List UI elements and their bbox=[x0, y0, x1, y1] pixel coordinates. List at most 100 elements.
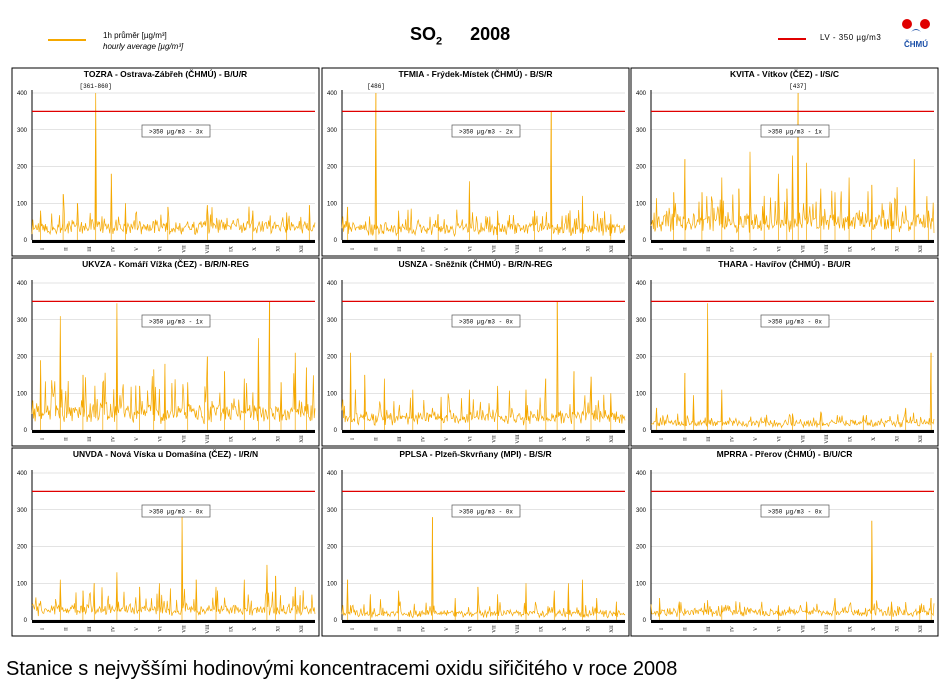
month-tick-label: V bbox=[134, 247, 140, 251]
y-tick-label: 100 bbox=[636, 201, 647, 207]
month-tick-label: IV bbox=[730, 436, 736, 442]
station-chart: TOZRA - Ostrava-Zábřeh (ČHMÚ) - B/U/R 0 10… bbox=[11, 67, 320, 257]
station-title: THARA - Havířov (ČHMÚ) - B/U/R bbox=[718, 258, 850, 269]
y-tick-label: 400 bbox=[327, 91, 338, 97]
month-tick-label: VII bbox=[491, 245, 497, 253]
hourly-series-line bbox=[341, 92, 626, 240]
y-tick-label: 100 bbox=[17, 201, 28, 207]
y-tick-label: 200 bbox=[327, 165, 338, 171]
y-tick-label: 400 bbox=[636, 281, 647, 287]
x-axis bbox=[651, 430, 934, 433]
exceedance-label: >350 µg/m3 - 0x bbox=[149, 509, 203, 516]
station-title: KVITA - Vítkov (ČEZ) - I/S/C bbox=[730, 68, 839, 79]
month-tick-label: XII bbox=[918, 435, 924, 443]
hourly-series-line bbox=[650, 520, 935, 620]
y-tick-label: 200 bbox=[17, 545, 28, 551]
x-axis bbox=[651, 240, 934, 243]
station-title: TOZRA - Ostrava-Zábřeh (ČHMÚ) - B/U/R bbox=[84, 68, 247, 79]
station-chart: USNZA - Sněžník (ČHMÚ) - B/R/N-REG 0 100 20… bbox=[321, 257, 630, 447]
max-value-label: [486] bbox=[367, 83, 385, 90]
month-tick-label: XII bbox=[299, 435, 305, 443]
month-tick-label: II bbox=[63, 627, 69, 631]
exceedance-box bbox=[760, 124, 830, 138]
y-tick-label: 400 bbox=[636, 471, 647, 477]
month-tick-label: II bbox=[682, 437, 688, 441]
x-axis bbox=[651, 620, 934, 623]
month-tick-label: IX bbox=[228, 246, 234, 252]
month-tick-label: I bbox=[350, 248, 356, 250]
month-tick-label: XII bbox=[918, 625, 924, 633]
y-tick-label: 0 bbox=[24, 618, 28, 624]
month-tick-label: VIII bbox=[515, 624, 521, 634]
station-chart: UKVZA - Komáří Vížka (ČEZ) - B/R/N-REG 0 1… bbox=[11, 257, 320, 447]
hourly-series-line bbox=[341, 301, 626, 430]
station-chart: KVITA - Vítkov (ČEZ) - I/S/C 0 100 200 300 40… bbox=[630, 67, 939, 257]
month-tick-label: XI bbox=[895, 626, 901, 632]
month-tick-label: X bbox=[871, 247, 877, 251]
month-tick-label: X bbox=[562, 627, 568, 631]
month-tick-label: VIII bbox=[205, 434, 211, 444]
month-tick-label: VII bbox=[800, 435, 806, 443]
month-tick-label: XII bbox=[609, 625, 615, 633]
month-tick-label: VII bbox=[491, 625, 497, 633]
y-tick-label: 400 bbox=[17, 91, 28, 97]
chart-frame bbox=[630, 447, 939, 637]
y-tick-label: 400 bbox=[327, 281, 338, 287]
station-title: MPRRA - Přerov (ČHMÚ) - B/U/CR bbox=[717, 448, 853, 459]
month-tick-label: V bbox=[753, 247, 759, 251]
month-tick-label: IV bbox=[421, 436, 427, 442]
title-year: 2008 bbox=[470, 24, 511, 44]
month-tick-label: IX bbox=[228, 626, 234, 632]
y-tick-label: 0 bbox=[334, 428, 338, 434]
month-tick-label: XII bbox=[609, 435, 615, 443]
x-axis bbox=[32, 430, 315, 433]
y-tick-label: 200 bbox=[17, 355, 28, 361]
exceedance-box bbox=[451, 124, 521, 138]
month-tick-label: II bbox=[373, 247, 379, 251]
month-tick-label: XI bbox=[895, 436, 901, 442]
month-tick-label: IV bbox=[730, 626, 736, 632]
chart-frame bbox=[321, 257, 630, 447]
exceedance-box bbox=[451, 314, 521, 328]
exceedance-box bbox=[141, 124, 211, 138]
month-tick-label: V bbox=[753, 437, 759, 441]
y-tick-label: 100 bbox=[636, 581, 647, 587]
month-tick-label: VII bbox=[181, 625, 187, 633]
chart-frame bbox=[321, 447, 630, 637]
month-tick-label: XI bbox=[586, 436, 592, 442]
month-tick-label: VIII bbox=[205, 244, 211, 254]
month-tick-label: VIII bbox=[824, 244, 830, 254]
month-tick-label: I bbox=[659, 628, 665, 630]
y-tick-label: 0 bbox=[334, 238, 338, 244]
month-tick-label: VI bbox=[158, 246, 164, 252]
month-tick-label: X bbox=[562, 247, 568, 251]
station-title: UNVDA - Nová Víska u Domašína (ČEZ) - I/… bbox=[73, 448, 258, 459]
chmu-logo-icon: ČHMÚ bbox=[902, 19, 930, 49]
y-tick-label: 400 bbox=[17, 471, 28, 477]
month-tick-label: VIII bbox=[205, 624, 211, 634]
station-chart: UNVDA - Nová Víska u Domašína (ČEZ) - I/… bbox=[11, 447, 320, 637]
month-tick-label: I bbox=[40, 628, 46, 630]
y-tick-label: 400 bbox=[17, 281, 28, 287]
exceedance-label: >350 µg/m3 - 0x bbox=[768, 509, 822, 516]
month-tick-label: I bbox=[659, 248, 665, 250]
exceedance-label: >350 µg/m3 - 3x bbox=[149, 129, 203, 136]
y-tick-label: 0 bbox=[643, 618, 647, 624]
month-tick-label: II bbox=[63, 247, 69, 251]
month-tick-label: IV bbox=[111, 626, 117, 632]
month-tick-label: II bbox=[373, 437, 379, 441]
hourly-series-line bbox=[31, 92, 316, 240]
y-tick-label: 0 bbox=[24, 428, 28, 434]
month-tick-label: XI bbox=[276, 436, 282, 442]
station-chart: PPLSA - Plzeň-Skvrňany (MPI) - B/S/R 0 100… bbox=[321, 447, 630, 637]
month-tick-label: III bbox=[397, 246, 403, 252]
month-tick-label: X bbox=[562, 437, 568, 441]
month-tick-label: V bbox=[134, 627, 140, 631]
month-tick-label: VI bbox=[468, 246, 474, 252]
month-tick-label: III bbox=[87, 626, 93, 632]
y-tick-label: 300 bbox=[17, 508, 28, 514]
chart-title: SO2 2008 bbox=[410, 24, 510, 48]
y-tick-label: 0 bbox=[643, 238, 647, 244]
y-tick-label: 300 bbox=[636, 508, 647, 514]
